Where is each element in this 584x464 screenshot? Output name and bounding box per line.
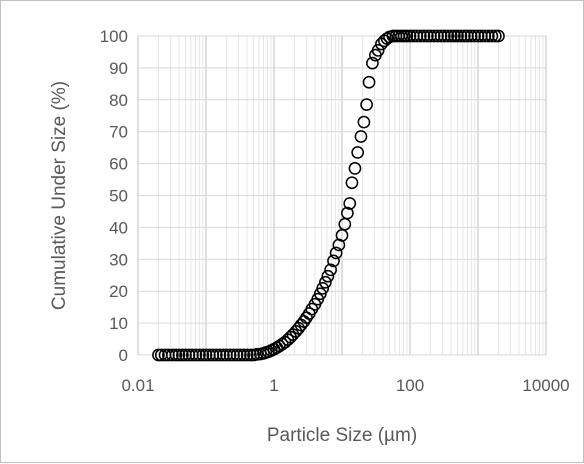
y-tick-label: 70 <box>109 123 128 142</box>
data-point <box>210 348 223 362</box>
y-tick-labels: 0 10 20 30 40 50 60 70 80 90 100 <box>100 27 128 365</box>
data-point <box>434 29 448 43</box>
data-point <box>244 348 257 362</box>
data-point <box>327 254 340 268</box>
data-point <box>217 348 230 362</box>
data-point <box>193 348 206 362</box>
x-tick-label: 100 <box>396 376 424 395</box>
data-point <box>338 217 352 231</box>
data-point <box>354 130 368 143</box>
y-tick-label: 80 <box>109 91 128 110</box>
data-point <box>380 32 394 45</box>
data-point <box>468 29 481 43</box>
data-point <box>172 348 186 362</box>
x-tick-labels: 0.01 1 100 10000 <box>121 376 569 395</box>
data-point <box>166 348 179 362</box>
y-tick-label: 100 <box>100 27 128 46</box>
data-point <box>237 348 251 362</box>
data-point <box>240 348 254 362</box>
y-tick-label: 30 <box>109 250 128 269</box>
data-point <box>329 246 343 260</box>
data-point <box>403 29 417 43</box>
x-axis-title: Particle Size (µm) <box>267 425 417 446</box>
data-point <box>482 29 495 43</box>
data-point <box>431 29 444 43</box>
x-tick-label: 0.01 <box>121 376 154 395</box>
data-point <box>451 29 464 43</box>
data-point <box>341 206 354 220</box>
data-point <box>417 29 431 43</box>
data-point <box>176 348 189 362</box>
y-tick-label: 10 <box>109 314 128 333</box>
data-point <box>441 29 455 43</box>
data-point <box>458 29 471 43</box>
data-point <box>489 29 502 43</box>
data-point <box>199 348 213 362</box>
y-axis-title: Cumulative Under Size (%) <box>49 81 70 310</box>
data-point <box>366 56 379 70</box>
major-gridlines <box>137 35 547 356</box>
data-point <box>316 281 330 295</box>
data-point <box>444 29 458 43</box>
data-point <box>400 29 414 43</box>
data-point <box>169 348 183 362</box>
y-tick-label: 50 <box>109 187 128 206</box>
data-point <box>234 348 247 362</box>
data-point <box>321 269 335 283</box>
data-point <box>414 29 427 43</box>
data-point <box>454 29 468 43</box>
x-tick-label: 1 <box>269 376 278 395</box>
y-tick-label: 20 <box>109 282 128 301</box>
data-point <box>189 348 203 362</box>
data-point <box>196 348 210 362</box>
data-point <box>471 29 485 43</box>
y-tick-label: 40 <box>109 218 128 237</box>
data-point <box>319 275 332 289</box>
data-point <box>343 197 357 210</box>
data-point <box>179 348 192 362</box>
data-point <box>448 29 461 43</box>
data-point <box>360 98 373 111</box>
data-point <box>230 348 244 362</box>
data-point <box>427 29 441 43</box>
data-point <box>357 115 371 129</box>
data-point <box>438 29 451 43</box>
y-tick-label: 60 <box>109 155 128 174</box>
y-tick-label: 90 <box>109 59 128 78</box>
data-point <box>324 263 337 277</box>
data-points <box>152 29 505 362</box>
data-point <box>362 75 376 89</box>
y-tick-label: 0 <box>119 346 128 365</box>
data-point <box>371 44 385 57</box>
data-point <box>421 29 434 43</box>
data-point <box>348 162 362 175</box>
data-point <box>223 348 237 362</box>
data-point <box>227 348 240 362</box>
data-point <box>464 29 478 43</box>
data-point <box>351 146 365 159</box>
data-point <box>492 29 505 43</box>
data-point <box>213 348 227 362</box>
x-tick-label: 10000 <box>522 376 569 395</box>
data-point <box>345 176 359 190</box>
data-point <box>485 29 499 43</box>
